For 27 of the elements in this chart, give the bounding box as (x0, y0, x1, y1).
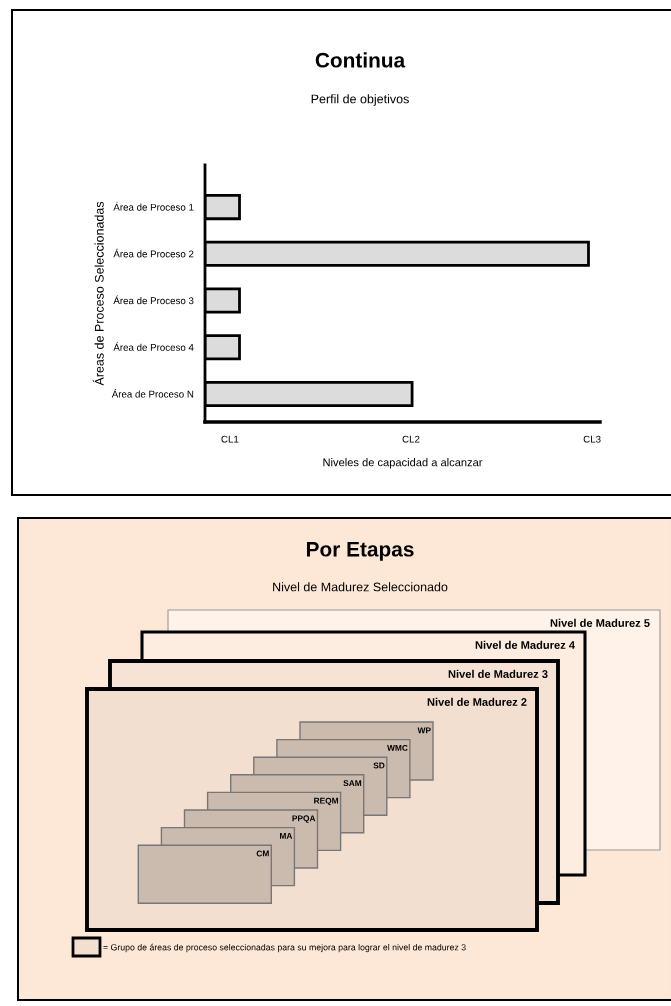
text: WP (417, 727, 431, 734)
y-tick-label: Área de Proceso 4 (113, 342, 194, 351)
y-tick-label: Área de Proceso 1 (113, 202, 194, 211)
text: PPQA (292, 815, 316, 823)
text: MA (280, 833, 293, 839)
text: Nivel de Madurez Seleccionado (273, 582, 448, 592)
text: = Grupo de áreas de proceso seleccionadas para su mejora para lograr el nivel de madurez 3 (103, 943, 466, 953)
chart-title: Continua (315, 52, 406, 68)
text: Nivel de Madurez 5 (550, 618, 650, 627)
text: Nivel de Madurez 4 (475, 640, 575, 649)
text: SAM (343, 780, 362, 787)
y-tick-label: Área de Proceso 2 (113, 248, 194, 258)
text: Por Etapas (306, 542, 414, 561)
x-axis-title: Niveles de capacidad a alcanzar (323, 458, 483, 469)
text: SD (373, 762, 385, 769)
text: Nivel de Madurez 3 (448, 669, 548, 678)
text: Nivel de Madurez 2 (427, 697, 527, 706)
text: CM (256, 850, 269, 857)
text: WMC (387, 744, 408, 751)
text: CL2 (402, 435, 420, 443)
text: CL1 (221, 435, 239, 443)
chart-subtitle: Perfil de objetivos (311, 94, 409, 106)
y-tick-label: Área de Proceso N (111, 389, 194, 398)
text: REQM (314, 797, 339, 806)
y-tick-label: Área de Proceso 3 (113, 295, 194, 305)
y-axis-title: Áreas de Proceso Seleccionadas (92, 201, 104, 386)
text: CL3 (583, 435, 601, 443)
